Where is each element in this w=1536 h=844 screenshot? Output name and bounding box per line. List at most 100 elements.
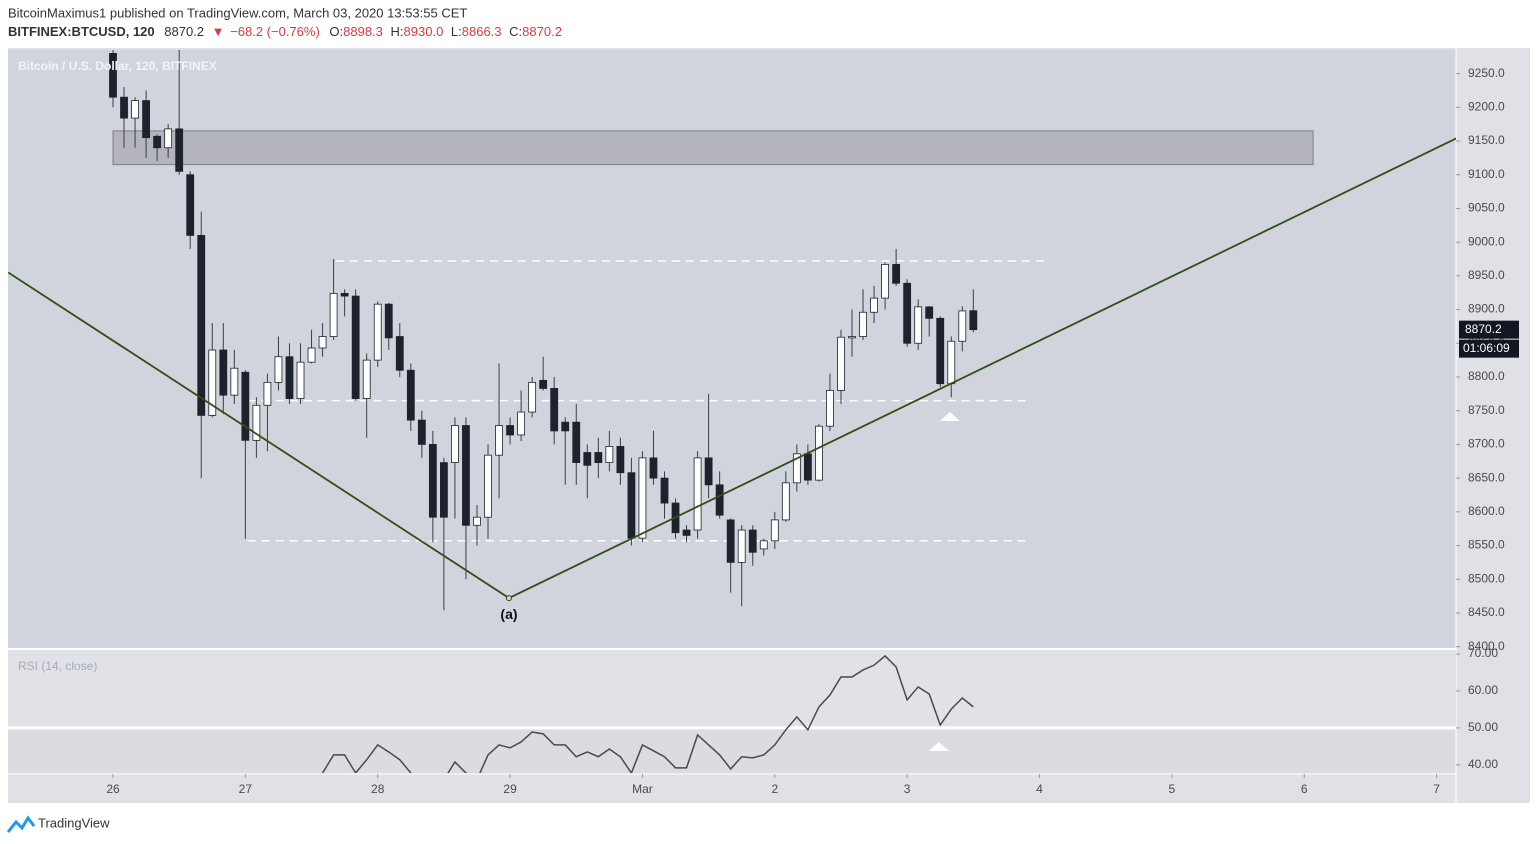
- candle-body: [384, 303, 393, 339]
- candle-body: [561, 421, 570, 432]
- candle-body: [186, 174, 195, 236]
- x-tick-label: Mar: [632, 782, 653, 796]
- last-price: 8870.2: [164, 24, 204, 39]
- y-tick-label: 8800.0: [1468, 369, 1505, 383]
- candle-body: [539, 379, 548, 389]
- candle-body: [318, 336, 327, 349]
- candle-body: [462, 425, 470, 526]
- candle-body: [109, 52, 117, 98]
- candle-body: [340, 292, 349, 297]
- candle-body: [892, 263, 901, 284]
- y-tick-label: 8950.0: [1468, 268, 1505, 282]
- candle-body: [307, 347, 316, 363]
- brand: TradingView: [38, 815, 110, 830]
- y-tick-label: 9250.0: [1468, 66, 1505, 80]
- candle-body: [131, 100, 139, 119]
- candle-body: [715, 484, 724, 516]
- candle-body: [936, 317, 945, 385]
- candle-body: [726, 519, 735, 563]
- down-arrow: ▼: [212, 24, 225, 39]
- candle-body: [263, 381, 272, 406]
- candle-body: [528, 381, 537, 413]
- x-tick-label: 2: [771, 782, 778, 796]
- price-plot: (a): [8, 50, 1456, 622]
- price-tag: [1459, 320, 1519, 339]
- candle-body: [395, 336, 404, 371]
- ohlc-value: 8870.2: [522, 24, 562, 39]
- rsi-tick-label: 70.00: [1468, 646, 1498, 660]
- x-tick-label: 26: [106, 782, 120, 796]
- candle-body: [428, 443, 437, 518]
- candle-body: [792, 453, 801, 484]
- candle-body: [175, 128, 184, 172]
- y-tick-label: 9150.0: [1468, 133, 1505, 147]
- y-tick-label: 8500.0: [1468, 571, 1505, 585]
- x-tick-label: 4: [1036, 782, 1043, 796]
- candle-body: [274, 356, 283, 383]
- candle-body: [583, 452, 592, 466]
- resistance-zone: [112, 130, 1314, 166]
- rsi-plot: [8, 650, 1456, 773]
- candle-body: [748, 529, 757, 553]
- candle-body: [550, 388, 559, 432]
- candle-body: [881, 263, 889, 299]
- x-tick-label: 3: [904, 782, 911, 796]
- candle-body: [252, 404, 261, 441]
- candle-body: [616, 446, 625, 474]
- candle-body: [451, 425, 459, 463]
- ohlc-value: 8898.3: [343, 24, 383, 39]
- y-tick-label: 9200.0: [1468, 99, 1505, 113]
- countdown-tag: [1459, 339, 1519, 358]
- candle-body: [649, 457, 658, 479]
- countdown-label: 01:06:09: [1463, 341, 1510, 355]
- candle-body: [219, 349, 228, 396]
- candle-body: [362, 359, 371, 399]
- ohlc-label: H:: [391, 24, 404, 39]
- chart-title: Bitcoin / U.S. Dollar, 120, BITFINEX: [18, 59, 217, 73]
- candle-body: [329, 292, 338, 337]
- y-tick-label: 9000.0: [1468, 234, 1505, 248]
- candle-body: [153, 135, 162, 149]
- up-marker: [940, 412, 960, 421]
- change: −68.2 (−0.76%): [230, 24, 320, 39]
- candle-body: [506, 425, 514, 436]
- pivot-point: [505, 595, 512, 602]
- candle-body: [517, 411, 526, 436]
- up-marker: [929, 742, 949, 751]
- candle-body: [803, 453, 812, 481]
- candle-body: [770, 519, 779, 542]
- candle-body: [351, 295, 360, 399]
- x-tick-label: 7: [1433, 782, 1440, 796]
- candle-body: [925, 306, 934, 319]
- candle-body: [594, 452, 603, 463]
- rsi-tick-label: 40.00: [1468, 757, 1498, 771]
- y-tick-label: 8750.0: [1468, 403, 1505, 417]
- ohlc-value: 8866.3: [462, 24, 502, 39]
- candle-body: [605, 446, 614, 463]
- y-tick-label: 9050.0: [1468, 201, 1505, 215]
- candle-body: [848, 336, 856, 339]
- rsi-line: [321, 654, 974, 773]
- logo: TradingView: [6, 815, 110, 833]
- symbol-line: BITFINEX:BTCUSD, 120 8870.2 ▼ −68.2 (−0.…: [8, 24, 562, 39]
- ohlc-label: C:: [509, 24, 522, 39]
- candle-body: [208, 349, 217, 416]
- candle-body: [704, 457, 713, 486]
- candle-body: [914, 306, 923, 344]
- candle-body: [120, 96, 128, 119]
- candle-body: [826, 390, 834, 427]
- candle-body: [837, 336, 845, 391]
- candle-body: [660, 477, 669, 504]
- candle-body: [473, 516, 481, 526]
- annotation: (a): [500, 606, 517, 622]
- candle-body: [815, 425, 823, 481]
- candle-body: [142, 100, 150, 139]
- candle-body: [230, 367, 239, 396]
- y-tick-label: 8900.0: [1468, 302, 1505, 316]
- candle-body: [296, 361, 305, 399]
- price-tag-label: 8870.2: [1465, 322, 1502, 336]
- candle-body: [285, 356, 294, 399]
- candle-body: [870, 297, 878, 313]
- x-tick-label: 27: [239, 782, 253, 796]
